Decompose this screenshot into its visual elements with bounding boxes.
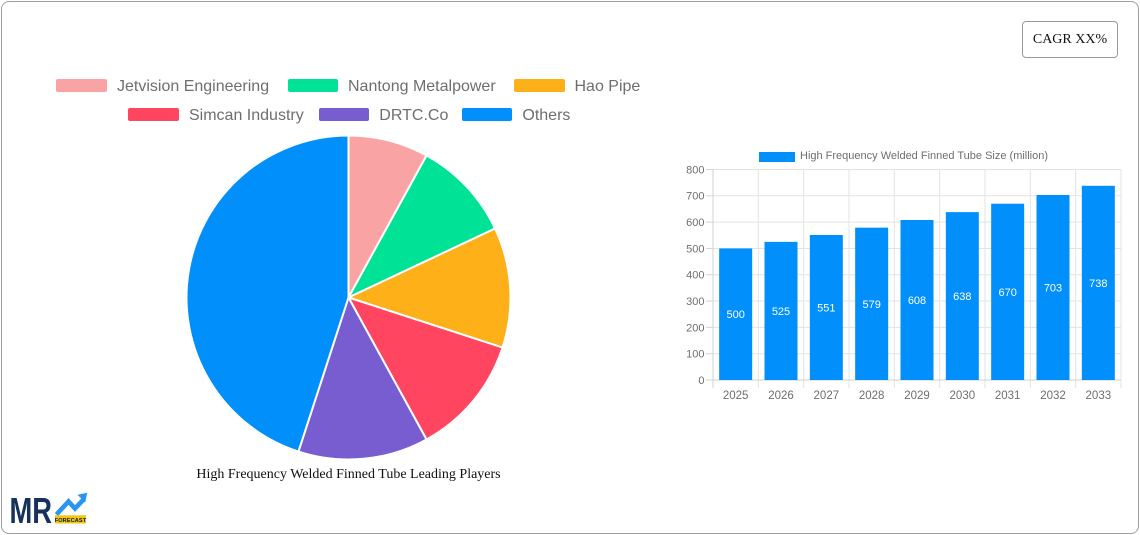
svg-text:300: 300 — [686, 296, 704, 308]
svg-text:608: 608 — [908, 295, 926, 307]
svg-text:2029: 2029 — [904, 390, 930, 402]
svg-text:638: 638 — [953, 291, 971, 303]
svg-text:551: 551 — [817, 303, 835, 315]
svg-text:700: 700 — [686, 191, 704, 203]
svg-text:2033: 2033 — [1086, 390, 1112, 402]
svg-text:0: 0 — [698, 375, 704, 387]
svg-text:FORECAST: FORECAST — [55, 518, 87, 524]
svg-text:579: 579 — [862, 299, 880, 311]
svg-text:2026: 2026 — [768, 390, 794, 402]
svg-text:200: 200 — [686, 322, 704, 334]
svg-text:2027: 2027 — [814, 390, 840, 402]
svg-text:2030: 2030 — [950, 390, 976, 402]
svg-text:500: 500 — [686, 243, 704, 255]
svg-text:2031: 2031 — [995, 390, 1021, 402]
svg-text:2025: 2025 — [723, 390, 749, 402]
svg-text:738: 738 — [1089, 278, 1107, 290]
svg-text:670: 670 — [998, 287, 1016, 299]
svg-text:500: 500 — [726, 309, 744, 321]
svg-text:703: 703 — [1044, 283, 1062, 295]
svg-text:2028: 2028 — [859, 390, 885, 402]
svg-text:2032: 2032 — [1040, 390, 1066, 402]
svg-text:800: 800 — [686, 164, 704, 176]
svg-text:MR: MR — [10, 490, 53, 531]
svg-text:525: 525 — [772, 306, 790, 318]
svg-text:600: 600 — [686, 217, 704, 229]
svg-text:400: 400 — [686, 270, 704, 282]
svg-text:100: 100 — [686, 349, 704, 361]
